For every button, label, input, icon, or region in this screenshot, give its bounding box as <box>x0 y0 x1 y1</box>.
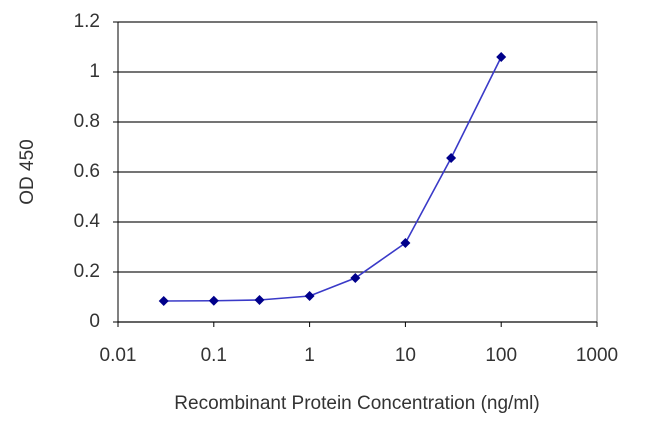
data-point <box>400 238 411 248</box>
data-point <box>254 295 265 305</box>
data-point <box>208 295 219 306</box>
y-tick-label: 1.2 <box>74 11 100 32</box>
x-tick-label: 0.1 <box>201 345 227 366</box>
x-tick-label: 1 <box>304 345 315 366</box>
y-tick-label: 0.4 <box>74 211 101 232</box>
y-tick-label: 0.8 <box>74 111 100 132</box>
y-tick-label: 0 <box>89 311 100 332</box>
x-tick-label: 100 <box>485 345 517 366</box>
data-point <box>304 291 315 301</box>
data-point <box>350 273 361 283</box>
series-line <box>163 56 502 302</box>
x-tick-label: 0.01 <box>100 345 137 366</box>
data-point <box>158 296 169 306</box>
data-point <box>496 52 507 62</box>
y-tick-label: 1 <box>89 61 100 82</box>
x-tick-label: 10 <box>395 345 416 366</box>
y-tick-label: 0.6 <box>74 161 100 182</box>
x-tick-label: 1000 <box>576 345 618 366</box>
y-tick-label: 0.2 <box>74 261 100 282</box>
x-axis-label: Recombinant Protein Concentration (ng/ml… <box>174 393 539 414</box>
data-point <box>446 153 457 163</box>
y-axis-label: OD 450 <box>17 139 38 204</box>
